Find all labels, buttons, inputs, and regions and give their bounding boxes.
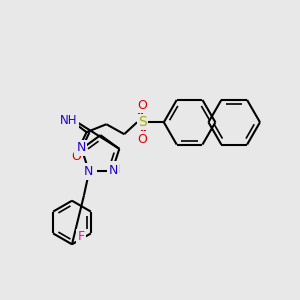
Text: N: N (84, 166, 94, 178)
Text: N: N (86, 164, 95, 178)
Text: F: F (77, 230, 85, 243)
Text: S: S (138, 115, 146, 129)
Text: O: O (72, 150, 82, 164)
Text: N: N (108, 164, 118, 178)
Text: N: N (77, 141, 86, 154)
Text: O: O (137, 133, 147, 146)
Text: NH: NH (60, 114, 77, 127)
Text: O: O (137, 99, 147, 112)
Text: N: N (75, 142, 84, 155)
Text: N: N (110, 163, 120, 176)
